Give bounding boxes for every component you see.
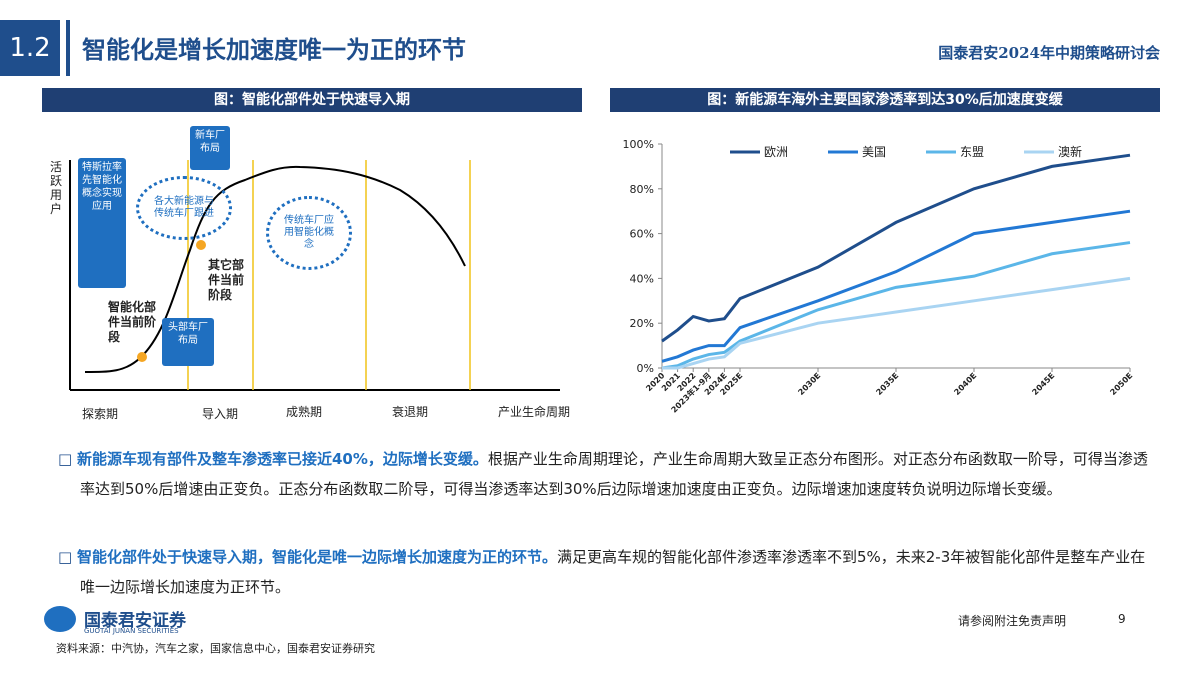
- source: 资料来源：中汽协，汽车之家，国家信息中心，国泰君安证券研究: [56, 642, 375, 655]
- phase-label: 探索期: [82, 407, 119, 421]
- bullet: □ 新能源车现有部件及整车渗透率已接近40%，边际增长变缓。根据产业生命周期理论…: [58, 450, 1148, 498]
- callout: 新车厂布局: [190, 126, 230, 170]
- slide-title: 智能化是增长加速度唯一为正的环节: [82, 36, 466, 64]
- stage-dot: [137, 352, 147, 362]
- stage-label: 智能化部件当前阶段: [108, 300, 157, 344]
- callout-oval: 传统车厂应用智能化概念: [266, 196, 352, 270]
- phase-label: 导入期: [202, 407, 239, 421]
- x-tick-label: 2045E: [1030, 371, 1056, 397]
- bullet-text: 根据产业生命周期理论，产业生命周期大致呈正态分布图形。对正态分布函数取一阶导，可…: [80, 450, 1148, 498]
- series-line: [661, 153, 1131, 343]
- y-tick-label: 40%: [630, 272, 654, 285]
- panel-title: 图：智能化部件处于快速导入期: [42, 88, 582, 112]
- divider: [66, 20, 70, 76]
- y-tick-label: 60%: [630, 228, 654, 241]
- y-tick-label: 0%: [637, 362, 654, 375]
- callout-oval: 各大新能源与传统车厂跟进: [136, 176, 232, 240]
- series-line: [662, 276, 1131, 370]
- page-number: 9: [1118, 612, 1126, 626]
- series-line: [661, 241, 1131, 370]
- phase-label: 成熟期: [286, 405, 323, 419]
- panel-title: 图：新能源车海外主要国家渗透率到达30%后加速度变缓: [610, 88, 1160, 112]
- lifecycle-curve: [84, 165, 466, 373]
- x-axis-label: 产业生命周期: [498, 405, 571, 419]
- bullet: □ 智能化部件处于快速导入期，智能化是唯一边际增长加速度为正的环节。满足更高车规…: [58, 548, 1146, 596]
- logo-mark: [44, 606, 76, 632]
- y-tick-label: 100%: [623, 138, 654, 151]
- x-tick-label: 2050E: [1108, 371, 1134, 397]
- stage-label: 其它部件当前阶段: [208, 258, 245, 302]
- stage-dot: [196, 240, 206, 250]
- y-tick-label: 20%: [630, 317, 654, 330]
- legend-label: 欧洲: [764, 145, 788, 159]
- legend-label: 澳新: [1058, 144, 1082, 159]
- x-tick-label: 2035E: [874, 371, 900, 397]
- lifecycle-diagram: [69, 160, 560, 391]
- phase-label: 衰退期: [392, 405, 429, 419]
- x-tick-label: 2040E: [952, 371, 978, 397]
- bullet-lead: 新能源车现有部件及整车渗透率已接近40%，边际增长变缓。: [76, 450, 488, 468]
- disclaimer: 请参阅附注免责声明: [958, 614, 1067, 628]
- callout: 特斯拉率先智能化概念实现应用: [78, 158, 126, 288]
- line-chart: 0%20%40%60%80%100%2020202120222023年1-9月2…: [623, 138, 1135, 415]
- event-name: 国泰君安2024年中期策略研讨会: [938, 44, 1160, 62]
- section-number: 1.2: [0, 20, 60, 76]
- logo-text: 国泰君安证券: [84, 611, 186, 631]
- bullet-lead: 智能化部件处于快速导入期，智能化是唯一边际增长加速度为正的环节。: [76, 548, 557, 566]
- logo-subtext: GUOTAI JUNAN SECURITIES: [84, 627, 179, 635]
- callout: 头部车厂布局: [162, 318, 214, 366]
- series-line: [661, 209, 1131, 363]
- bullet-text: 满足更高车规的智能化部件渗透率渗透率不到5%，未来2-3年被智能化部件是整车产业…: [80, 548, 1146, 596]
- legend-label: 美国: [862, 145, 886, 159]
- y-tick-label: 80%: [630, 183, 654, 196]
- y-axis-label: 活跃用户: [50, 160, 63, 216]
- legend-label: 东盟: [960, 145, 984, 159]
- x-tick-label: 2030E: [796, 371, 822, 397]
